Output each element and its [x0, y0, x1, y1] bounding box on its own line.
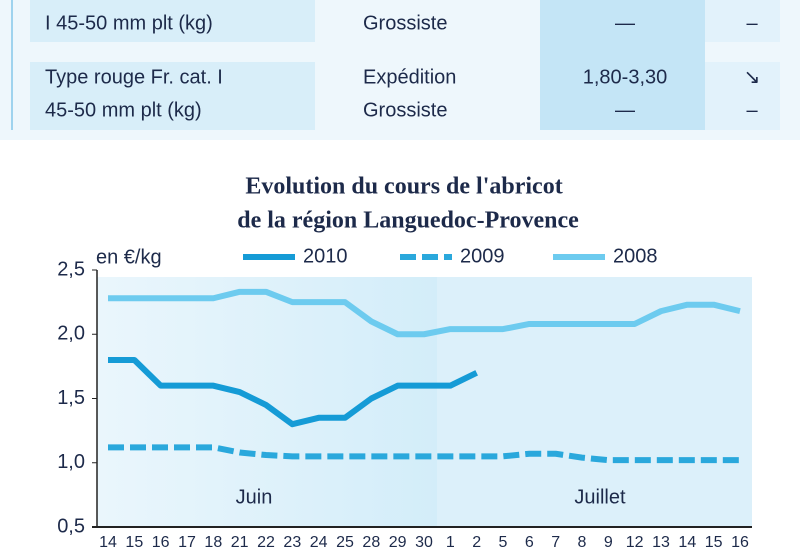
table-cell: —: [615, 99, 635, 121]
table-cell: I 45-50 mm plt (kg): [45, 12, 213, 34]
x-tick-label: 2: [472, 534, 481, 550]
table-cell: —: [615, 12, 635, 34]
x-tick-label: 9: [604, 534, 613, 550]
table-cell: Expédition: [363, 66, 456, 88]
x-tick-label: 30: [415, 534, 433, 550]
x-tick-label: 15: [705, 534, 723, 550]
x-tick-label: 23: [283, 534, 301, 550]
y-tick-label: 1,0: [57, 451, 85, 473]
x-tick-label: 21: [231, 534, 249, 550]
table-cell: Type rouge Fr. cat. I: [45, 66, 223, 88]
x-tick-label: 6: [525, 534, 534, 550]
x-tick-label: 5: [499, 534, 508, 550]
x-tick-label: 17: [178, 534, 196, 550]
line-series: [108, 356, 478, 428]
plot-area: [97, 277, 437, 527]
cell-bg: [705, 0, 780, 42]
legend-label: 2008: [613, 245, 658, 267]
cell-bg: [30, 0, 315, 42]
table-cell: 1,80-3,30: [583, 66, 668, 88]
x-tick-label: 12: [626, 534, 644, 550]
x-tick-label: 13: [652, 534, 670, 550]
cell-bg: [30, 62, 315, 130]
x-tick-label: 8: [578, 534, 587, 550]
x-tick-label: 16: [731, 534, 749, 550]
y-axis-label: en €/kg: [96, 246, 162, 268]
x-tick-label: 29: [389, 534, 407, 550]
table-cell: –: [746, 99, 758, 121]
x-tick-label: 7: [551, 534, 560, 550]
y-tick-label: 1,5: [57, 387, 85, 409]
x-tick-label: 14: [678, 534, 696, 550]
y-tick-label: 0,5: [57, 515, 85, 537]
x-tick-label: 22: [257, 534, 275, 550]
cell-bg: [705, 62, 780, 130]
x-tick-label: 25: [336, 534, 354, 550]
x-tick-label: 1: [446, 534, 455, 550]
line-series: [108, 444, 740, 464]
x-tick-label: 24: [310, 534, 328, 550]
x-tick-label: 14: [99, 534, 117, 550]
table-cell: ↘: [744, 66, 761, 88]
y-tick-label: 2,5: [57, 258, 85, 280]
x-tick-label: 15: [125, 534, 143, 550]
table-cell: 45-50 mm plt (kg): [45, 99, 202, 121]
table-cell: –: [746, 12, 758, 34]
month-label: Juillet: [574, 486, 626, 508]
plot-area-july: [437, 277, 752, 527]
line-series: [108, 288, 741, 338]
chart-title: de la région Languedoc-Provence: [237, 208, 579, 234]
legend-label: 2010: [303, 245, 348, 267]
x-tick-label: 16: [152, 534, 170, 550]
price-column: [540, 0, 705, 130]
x-tick-label: 18: [204, 534, 222, 550]
month-label: Juin: [236, 486, 273, 508]
x-tick-label: 28: [362, 534, 380, 550]
chart-title: Evolution du cours de l'abricot: [245, 174, 562, 200]
legend-label: 2009: [460, 245, 505, 267]
table-cell: Grossiste: [363, 99, 447, 121]
table-cell: Grossiste: [363, 12, 447, 34]
y-tick-label: 2,0: [57, 323, 85, 345]
